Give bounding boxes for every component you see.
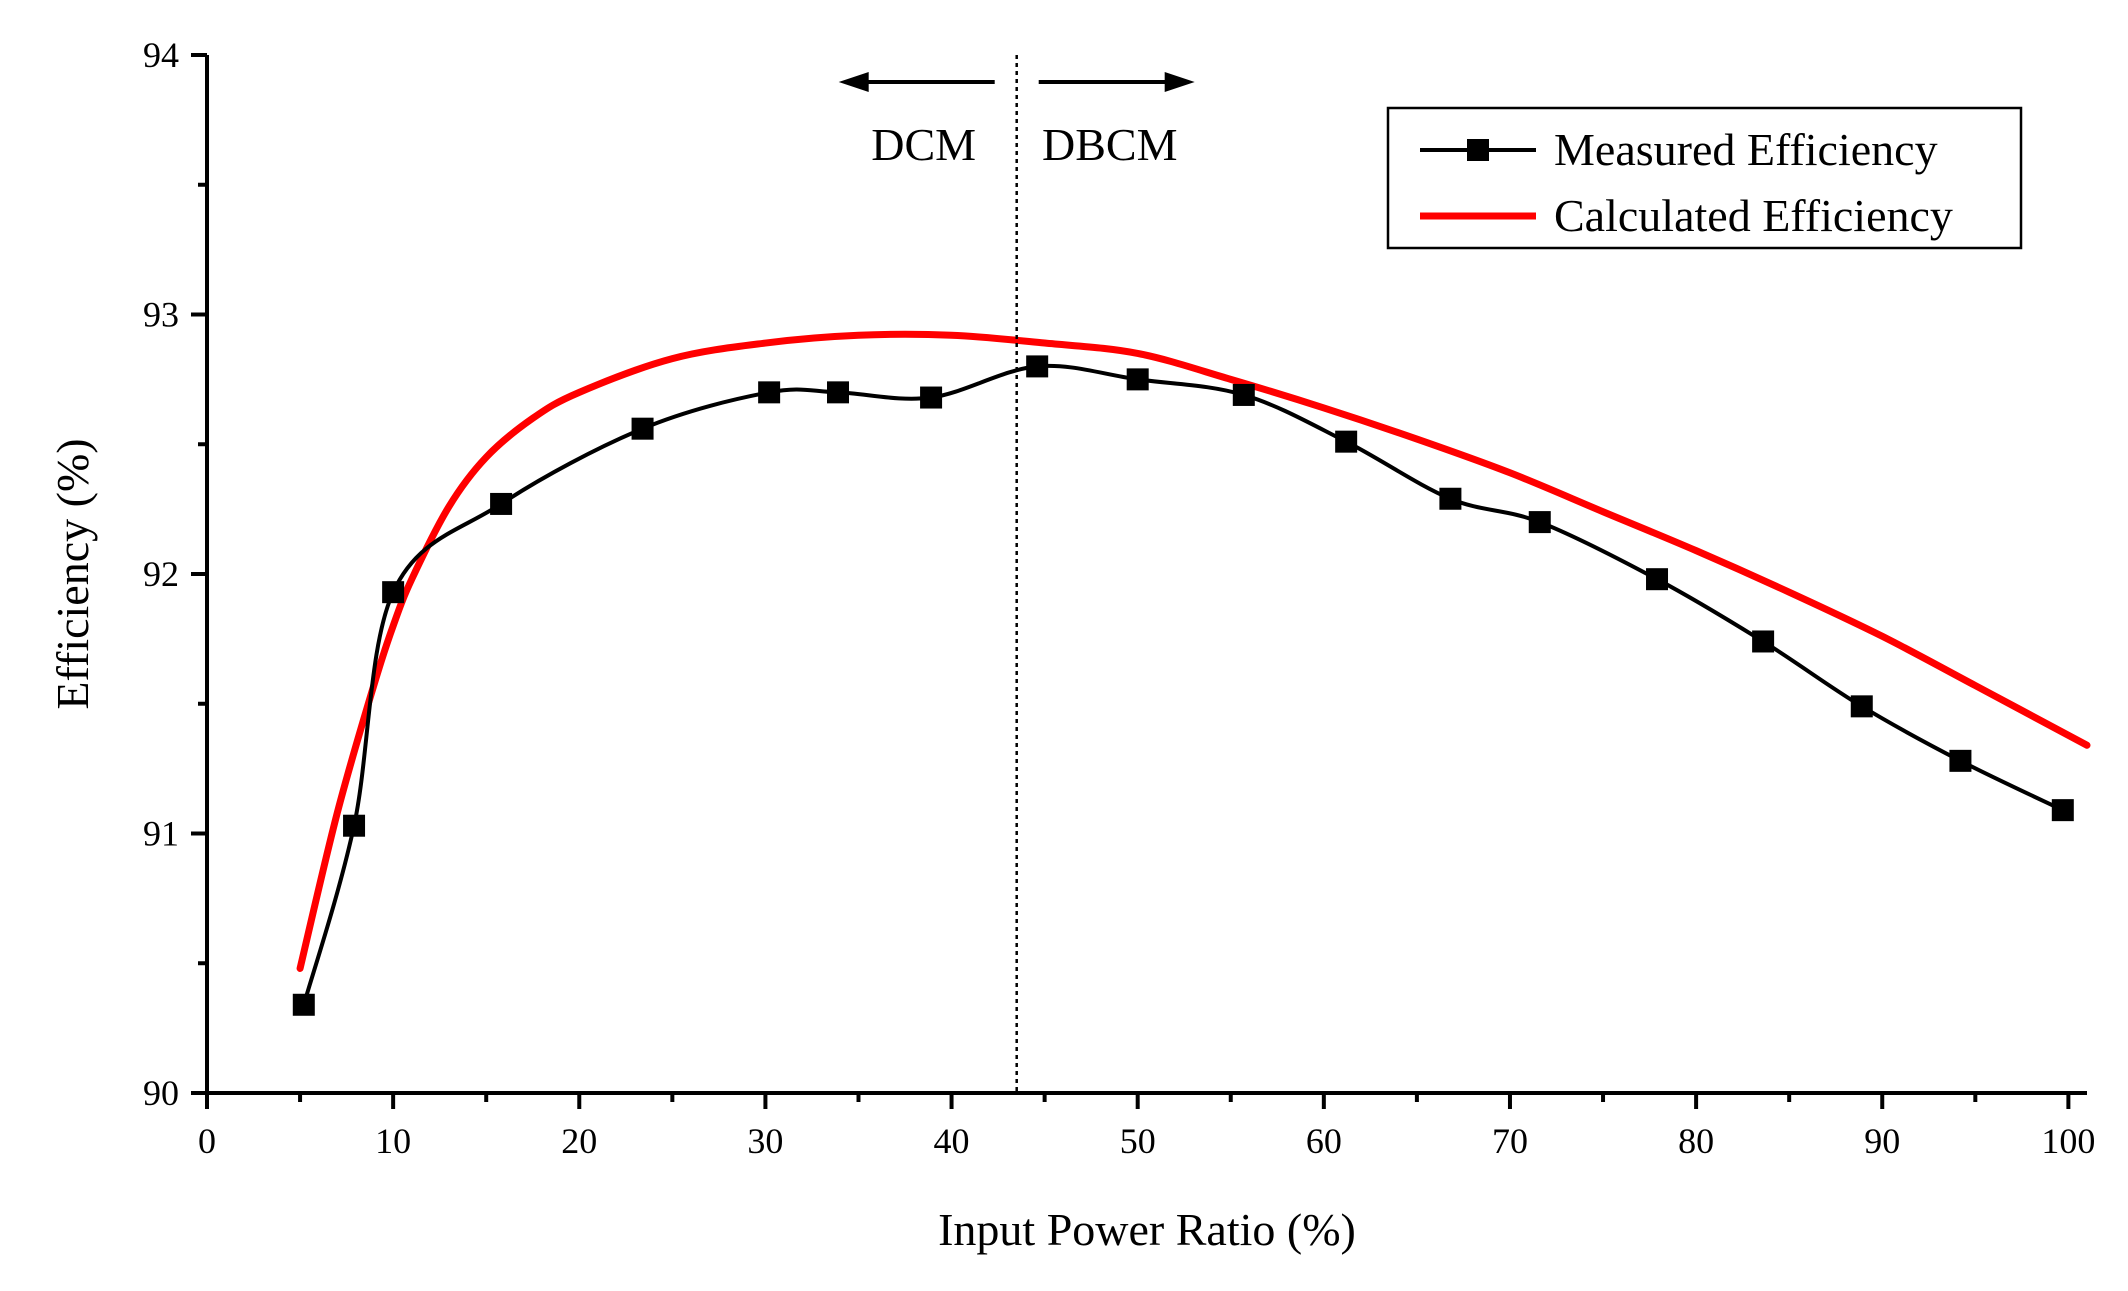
- x-tick-label: 10: [375, 1121, 411, 1161]
- x-tick-label: 60: [1306, 1121, 1342, 1161]
- dbcm-label: DBCM: [1042, 119, 1177, 170]
- measured-efficiency-point: [1752, 630, 1775, 653]
- measured-efficiency-point: [1335, 430, 1358, 453]
- measured-efficiency-point: [758, 381, 781, 404]
- legend-label-calculated-efficiency: Calculated Efficiency: [1554, 190, 1953, 241]
- measured-efficiency-line: [301, 363, 2065, 1007]
- legend-box: [1386, 106, 2023, 250]
- x-tick-label: 0: [198, 1121, 216, 1161]
- dbcm-arrow-head: [1164, 72, 1195, 92]
- measured-efficiency-point: [1528, 511, 1551, 534]
- y-tick-label: 90: [143, 1073, 179, 1113]
- series-layer: [292, 330, 2091, 1016]
- legend-label-measured-efficiency: Measured Efficiency: [1554, 124, 1938, 175]
- legend: Measured Efficiency Calculated Efficiency: [1386, 106, 2023, 250]
- x-tick-label: 20: [561, 1121, 597, 1161]
- dcm-arrow-head: [838, 72, 869, 92]
- axes: 90 91 92 93 94 0 10 20 30 40 50 60 70 80 90 100 Input Po…: [47, 35, 2095, 1255]
- x-tick-label: 90: [1864, 1121, 1900, 1161]
- measured-efficiency-point: [1026, 355, 1049, 378]
- measured-efficiency-point: [1949, 749, 1972, 772]
- y-tick-label: 94: [143, 35, 179, 75]
- measured-efficiency-point: [1126, 368, 1149, 391]
- annotation-layer: DCM DBCM: [838, 55, 1195, 1093]
- measured-efficiency-point: [292, 993, 315, 1016]
- dcm-label: DCM: [871, 119, 976, 170]
- measured-efficiency-point: [2051, 799, 2074, 822]
- measured-efficiency-point: [827, 381, 850, 404]
- x-tick-label: 30: [747, 1121, 783, 1161]
- calculated-efficiency-line: [296, 330, 2091, 972]
- measured-efficiency-point: [382, 581, 405, 604]
- x-tick-label: 100: [2041, 1121, 2095, 1161]
- y-tick-label: 91: [143, 814, 179, 854]
- x-tick-label: 80: [1678, 1121, 1714, 1161]
- measured-efficiency-point: [1646, 568, 1669, 591]
- measured-efficiency-point: [490, 492, 513, 515]
- measured-efficiency-point: [920, 386, 943, 409]
- measured-efficiency-point: [1232, 383, 1255, 406]
- x-axis-label: Input Power Ratio (%): [938, 1204, 1356, 1255]
- measured-efficiency-point: [1439, 487, 1462, 510]
- measured-efficiency-point: [343, 814, 366, 837]
- legend-marker-measured-efficiency: [1467, 139, 1489, 161]
- measured-efficiency-point: [1850, 695, 1873, 718]
- x-tick-label: 70: [1492, 1121, 1528, 1161]
- y-tick-label: 92: [143, 554, 179, 594]
- x-tick-label: 40: [934, 1121, 970, 1161]
- y-axis-label: Efficiency (%): [47, 438, 98, 709]
- x-tick-label: 50: [1120, 1121, 1156, 1161]
- measured-efficiency-point: [631, 417, 654, 440]
- y-tick-label: 93: [143, 295, 179, 335]
